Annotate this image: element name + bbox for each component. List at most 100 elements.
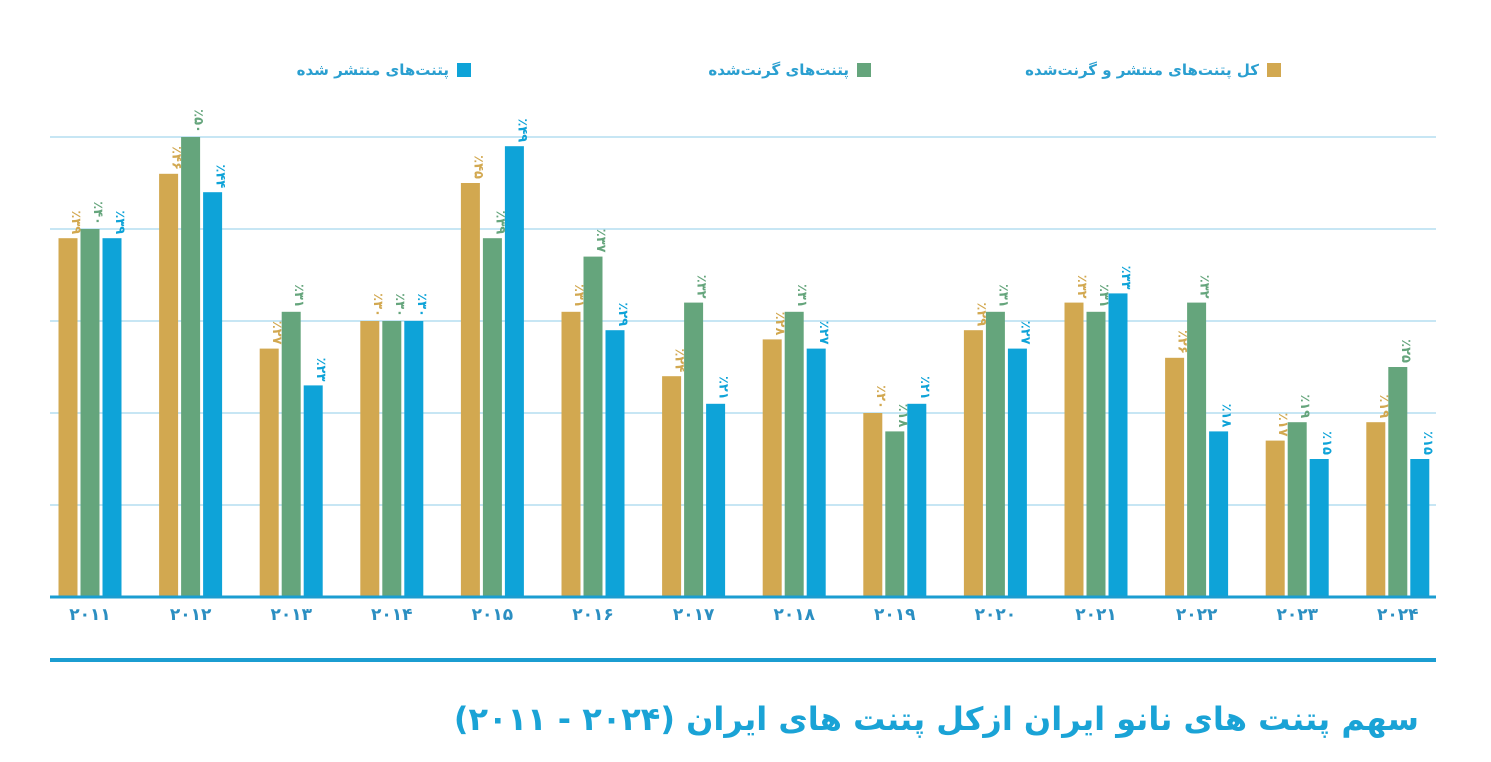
bar-value-label: ٪۱۵ xyxy=(1420,431,1435,455)
bar xyxy=(1086,311,1106,597)
category-labels: ۲۰۱۱ ۲۰۱۲ ۲۰۱۳ ۲۰۱۴ ۲۰۱۵ ۲۰۱۶ ۲۰۱۷ ۲۰۱۸ ۲۰۱۹ ۲۰۲۰… xyxy=(69,605,1418,625)
legend-label-granted: پتنت‌های گرنت‌شده xyxy=(708,61,849,79)
bar-value-label: ٪۲۸ xyxy=(772,312,787,336)
bar-value-label: ٪۴۰ xyxy=(90,201,105,225)
bar-value-label: ٪۴۶ xyxy=(169,146,184,170)
bar xyxy=(1265,440,1285,597)
bar-value-label: ٪۲۷ xyxy=(1017,321,1032,345)
chart-title: سهم پتنت های نانو ایران ازکل پتنت های ای… xyxy=(453,700,1419,738)
bar xyxy=(281,311,301,597)
bar xyxy=(404,321,424,597)
bar xyxy=(159,173,179,598)
category-label: ۲۰۲۲ xyxy=(1176,605,1218,625)
bar xyxy=(885,431,905,597)
bar-value-label: ٪۲۱ xyxy=(917,376,932,400)
category-label: ۲۰۱۵ xyxy=(472,605,514,625)
bar-value-label: ٪۳۱ xyxy=(995,284,1010,308)
bar-value-label: ٪۱۹ xyxy=(1297,394,1312,418)
bar xyxy=(784,311,804,597)
bar xyxy=(1287,422,1307,597)
bar-value-label: ٪۳۱ xyxy=(571,284,586,308)
category-label: ۲۰۱۸ xyxy=(773,605,815,625)
bar-value-label: ٪۳۱ xyxy=(794,284,809,308)
legend-label-published: پتنت‌های منتشر شده xyxy=(296,61,449,79)
legend-swatch-gold xyxy=(1267,63,1281,77)
bar-value-label: ٪۲۹ xyxy=(615,302,630,326)
bar xyxy=(102,238,122,597)
category-label: ۲۰۱۹ xyxy=(874,605,916,625)
bar xyxy=(1309,459,1329,597)
bar-value-label: ٪۴۹ xyxy=(514,118,529,142)
bar-value-label: ٪۲۹ xyxy=(973,302,988,326)
bar xyxy=(605,330,625,597)
bar xyxy=(1007,348,1027,597)
bar-value-label: ٪۲۳ xyxy=(313,358,328,382)
category-label: ۲۰۱۳ xyxy=(270,605,312,625)
bar-value-label: ٪۳۰ xyxy=(414,293,429,317)
legend-swatch-green xyxy=(857,63,871,77)
bar-value-label: ٪۲۶ xyxy=(1175,330,1190,354)
bar xyxy=(80,229,100,597)
bar-value-labels: ٪۳۹ ٪۴۰ ٪۳۹ ٪۴۶ ٪۵۰ ٪۴۴ ٪۲۷ ٪۳۱ ٪۲۳ ٪۳۰ ٪۳۰ ٪۳۰ ٪۴۵ ٪… xyxy=(68,109,1435,455)
bar xyxy=(907,403,927,597)
bar-value-label: ٪۳۷ xyxy=(593,229,608,253)
category-label: ۲۰۲۳ xyxy=(1276,605,1318,625)
bar-value-label: ٪۱۷ xyxy=(1275,413,1290,437)
bar-value-label: ٪۳۲ xyxy=(694,275,709,299)
bar-value-label: ٪۲۴ xyxy=(672,348,687,372)
bar-value-label: ٪۳۹ xyxy=(492,210,507,234)
bar xyxy=(1209,431,1229,597)
bar xyxy=(360,321,380,597)
bar xyxy=(1108,293,1128,597)
bar-value-label: ٪۳۱ xyxy=(291,284,306,308)
bar xyxy=(561,311,581,597)
bar-value-label: ٪۳۱ xyxy=(1096,284,1111,308)
bar-value-label: ٪۳۹ xyxy=(68,210,83,234)
bar-value-label: ٪۴۴ xyxy=(213,164,228,188)
bar xyxy=(259,348,279,597)
bar xyxy=(684,302,704,597)
bar xyxy=(303,385,323,597)
bar-value-label: ٪۱۵ xyxy=(1319,431,1334,455)
bar-value-label: ٪۴۵ xyxy=(470,155,485,179)
bar-value-label: ٪۳۳ xyxy=(1118,266,1133,290)
bar xyxy=(382,321,402,597)
bar-value-label: ٪۲۷ xyxy=(269,321,284,345)
bar-value-label: ٪۱۹ xyxy=(1376,394,1391,418)
bar-value-label: ٪۲۰ xyxy=(873,385,888,409)
bar xyxy=(181,137,201,597)
category-label: ۲۰۲۰ xyxy=(975,605,1017,625)
bar-value-label: ٪۳۲ xyxy=(1074,275,1089,299)
bar xyxy=(662,376,682,597)
bar xyxy=(863,413,883,597)
bar-value-label: ٪۱۸ xyxy=(895,404,910,428)
bar-value-label: ٪۵۰ xyxy=(191,109,206,133)
bar xyxy=(1064,302,1084,597)
bar-value-label: ٪۱۸ xyxy=(1219,404,1234,428)
bar xyxy=(1187,302,1207,597)
legend-item-granted: پتنت‌های گرنت‌شده xyxy=(708,56,871,84)
bar xyxy=(583,256,603,597)
bar-value-label: ٪۲۷ xyxy=(816,321,831,345)
bar xyxy=(504,146,524,597)
bar-value-label: ٪۳۲ xyxy=(1197,275,1212,299)
bar xyxy=(1388,367,1408,597)
bar xyxy=(806,348,826,597)
bars xyxy=(58,137,1430,598)
bar xyxy=(1410,459,1430,597)
bar xyxy=(482,238,502,597)
bar xyxy=(203,192,223,597)
category-label: ۲۰۱۶ xyxy=(572,605,614,625)
bar xyxy=(1366,422,1386,597)
bar xyxy=(1165,357,1185,597)
bar-value-label: ٪۳۹ xyxy=(112,210,127,234)
bar-value-label: ٪۳۰ xyxy=(370,293,385,317)
category-label: ۲۰۱۱ xyxy=(69,605,111,625)
category-label: ۲۰۱۴ xyxy=(371,605,413,625)
bar xyxy=(706,403,726,597)
bar-value-label: ٪۲۵ xyxy=(1398,339,1413,363)
category-label: ۲۰۱۲ xyxy=(170,605,212,625)
category-label: ۲۰۲۱ xyxy=(1075,605,1117,625)
legend-item-published: پتنت‌های منتشر شده xyxy=(297,56,471,84)
